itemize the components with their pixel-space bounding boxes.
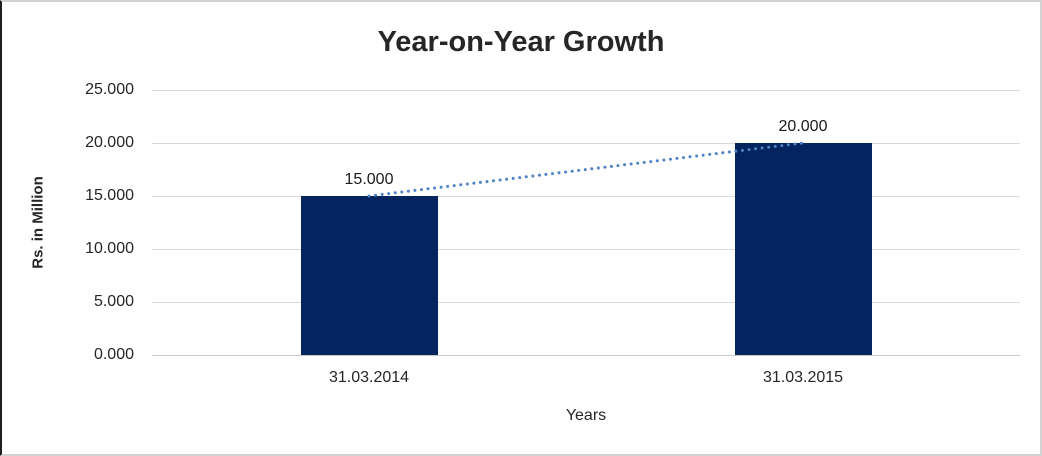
y-axis-title: Rs. in Million <box>29 176 47 269</box>
gridline <box>152 143 1020 144</box>
y-tick-label: 20.000 <box>85 134 134 151</box>
y-tick-label: 25.000 <box>85 81 134 98</box>
x-category-label: 31.03.2014 <box>328 369 410 386</box>
x-axis-title: Years <box>565 407 607 424</box>
x-axis-line <box>152 355 1020 356</box>
gridline <box>152 196 1020 197</box>
y-tick-label: 5.000 <box>93 293 134 310</box>
y-tick-label: 15.000 <box>85 187 134 204</box>
bar-31.03.2015 <box>734 143 872 355</box>
chart-title: Year-on-Year Growth <box>377 26 665 58</box>
y-tick-label: 10.000 <box>85 240 134 257</box>
trendline <box>367 141 805 198</box>
y-tick-label: 0.000 <box>93 346 134 363</box>
data-label: 20.000 <box>778 118 828 135</box>
gridline <box>152 90 1020 91</box>
gridline <box>152 302 1020 303</box>
plot-area <box>152 90 1020 356</box>
data-label: 15.000 <box>344 171 394 188</box>
bar-31.03.2014 <box>300 196 438 355</box>
x-category-label: 31.03.2015 <box>762 369 844 386</box>
gridline <box>152 249 1020 250</box>
